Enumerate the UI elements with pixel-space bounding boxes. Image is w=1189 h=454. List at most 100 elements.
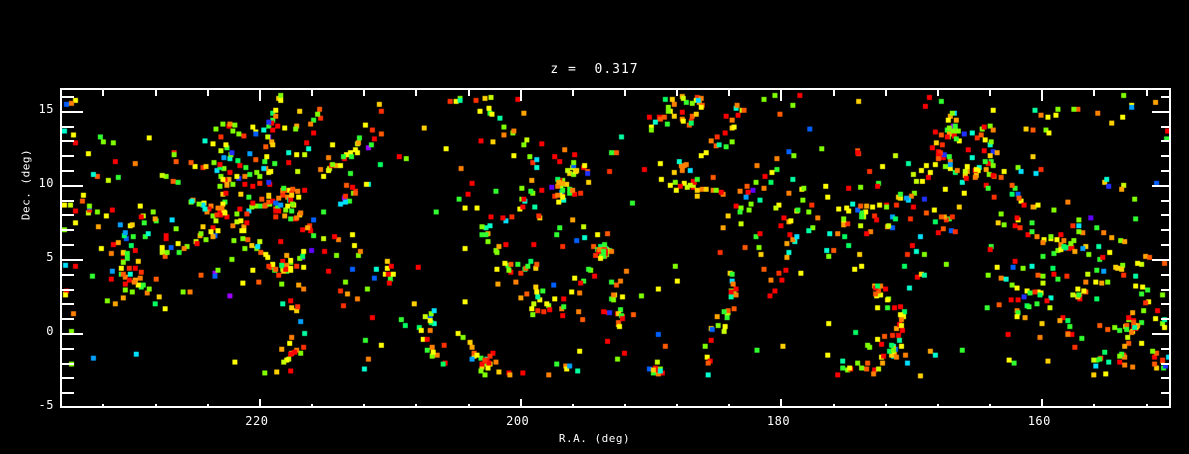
y-minor-tick — [62, 200, 74, 202]
x-minor-tick — [311, 90, 313, 96]
y-major-tick — [1152, 111, 1169, 113]
x-axis-label: R.A. (deg) — [558, 432, 631, 445]
x-tick-label: 200 — [506, 414, 530, 428]
y-minor-tick — [1161, 229, 1169, 231]
y-minor-tick — [62, 303, 74, 305]
x-minor-tick — [102, 404, 104, 406]
x-major-tick — [1041, 90, 1043, 101]
x-minor-tick — [989, 404, 991, 406]
x-minor-tick — [468, 90, 470, 96]
y-minor-tick — [1161, 96, 1169, 98]
y-minor-tick — [1161, 140, 1169, 142]
y-minor-tick — [62, 377, 74, 379]
x-tick-label: 160 — [1027, 414, 1051, 428]
y-minor-tick — [1161, 377, 1169, 379]
y-major-tick — [1152, 333, 1169, 335]
y-minor-tick — [1161, 289, 1169, 291]
x-major-tick — [780, 399, 782, 406]
y-minor-tick — [62, 126, 74, 128]
y-major-tick — [1152, 185, 1169, 187]
y-minor-tick — [62, 229, 74, 231]
y-minor-tick — [1161, 126, 1169, 128]
x-minor-tick — [415, 90, 417, 96]
x-major-tick — [259, 399, 261, 406]
y-minor-tick — [62, 348, 74, 350]
x-major-tick — [520, 399, 522, 406]
plot-area — [60, 88, 1171, 408]
y-major-tick — [62, 333, 83, 335]
y-minor-tick — [1161, 303, 1169, 305]
x-minor-tick — [207, 90, 209, 96]
x-minor-tick — [311, 404, 313, 406]
x-major-tick — [780, 90, 782, 101]
y-minor-tick — [1161, 318, 1169, 320]
y-minor-tick — [62, 140, 74, 142]
x-minor-tick — [1093, 90, 1095, 96]
y-minor-tick — [1161, 170, 1169, 172]
y-tick-label: 15 — [38, 101, 54, 116]
x-minor-tick — [155, 90, 157, 96]
x-minor-tick — [207, 404, 209, 406]
y-minor-tick — [62, 392, 74, 394]
y-minor-tick — [62, 155, 74, 157]
x-minor-tick — [624, 404, 626, 406]
x-tick-label: 180 — [766, 414, 791, 428]
y-minor-tick — [62, 274, 74, 276]
x-minor-tick — [1146, 404, 1148, 406]
page-title: z = 0.317 — [550, 62, 639, 77]
x-minor-tick — [885, 404, 887, 406]
x-minor-tick — [937, 404, 939, 406]
x-minor-tick — [572, 404, 574, 406]
y-minor-tick — [1161, 348, 1169, 350]
x-minor-tick — [989, 90, 991, 96]
y-tick-label: 10 — [38, 175, 54, 190]
x-minor-tick — [833, 404, 835, 406]
y-minor-tick — [62, 244, 74, 246]
y-minor-tick — [1161, 244, 1169, 246]
x-minor-tick — [1093, 404, 1095, 406]
y-tick-label: -5 — [38, 398, 54, 413]
y-minor-tick — [62, 318, 74, 320]
y-minor-tick — [1161, 392, 1169, 394]
x-major-tick — [259, 90, 261, 101]
x-minor-tick — [363, 90, 365, 96]
y-minor-tick — [1161, 274, 1169, 276]
x-tick-label: 220 — [245, 414, 269, 428]
y-major-tick — [62, 407, 83, 408]
y-major-tick — [62, 259, 83, 261]
y-minor-tick — [62, 214, 74, 216]
x-minor-tick — [1146, 90, 1148, 96]
x-minor-tick — [363, 404, 365, 406]
x-minor-tick — [676, 90, 678, 96]
y-axis-label: Dec. (deg) — [19, 148, 33, 221]
x-major-tick — [520, 90, 522, 101]
y-minor-tick — [1161, 363, 1169, 365]
scatter-data-canvas — [62, 90, 1169, 406]
x-major-tick — [1041, 399, 1043, 406]
y-major-tick — [62, 111, 83, 113]
y-major-tick — [1152, 407, 1171, 408]
y-minor-tick — [62, 96, 74, 98]
x-minor-tick — [728, 90, 730, 96]
x-minor-tick — [937, 90, 939, 96]
x-minor-tick — [102, 90, 104, 96]
y-tick-label: 5 — [46, 249, 54, 264]
y-tick-label: 0 — [46, 323, 54, 338]
x-minor-tick — [415, 404, 417, 406]
y-minor-tick — [62, 289, 74, 291]
x-minor-tick — [728, 404, 730, 406]
x-minor-tick — [833, 90, 835, 96]
y-minor-tick — [1161, 214, 1169, 216]
x-minor-tick — [885, 90, 887, 96]
y-major-tick — [1152, 259, 1169, 261]
x-minor-tick — [676, 404, 678, 406]
x-minor-tick — [624, 90, 626, 96]
y-minor-tick — [62, 170, 74, 172]
y-minor-tick — [1161, 200, 1169, 202]
x-minor-tick — [468, 404, 470, 406]
y-minor-tick — [1161, 155, 1169, 157]
x-minor-tick — [572, 90, 574, 96]
y-minor-tick — [62, 363, 74, 365]
x-minor-tick — [155, 404, 157, 406]
